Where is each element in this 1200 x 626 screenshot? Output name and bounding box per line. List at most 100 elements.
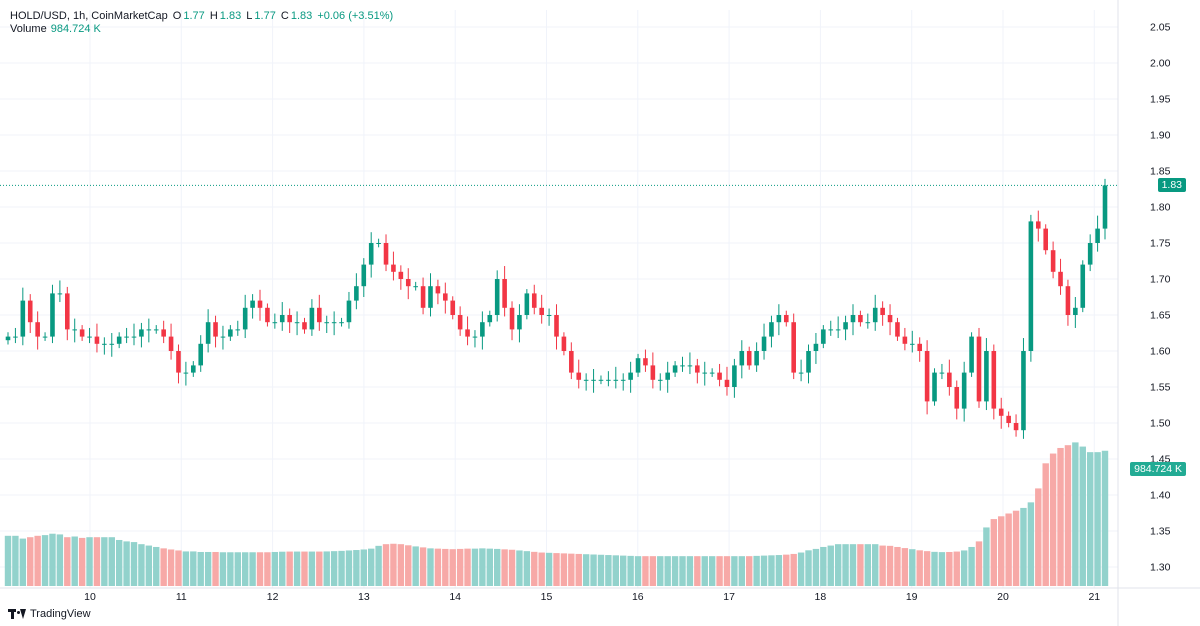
volume-bar xyxy=(449,549,456,586)
candle-body xyxy=(909,343,915,345)
volume-bar xyxy=(271,551,279,586)
candle-body xyxy=(717,372,722,380)
volume-bar xyxy=(123,541,130,586)
y-tick-label: 1.30 xyxy=(1150,562,1171,574)
volume-bar xyxy=(227,552,234,586)
close-value: 1.83 xyxy=(290,10,313,22)
x-tick-label: 14 xyxy=(449,591,461,603)
volume-bar xyxy=(419,547,427,586)
candle-body xyxy=(242,307,248,330)
volume-bar xyxy=(182,551,190,586)
volume-legend: Volume 984.724 K xyxy=(10,22,101,36)
candle-body xyxy=(739,351,745,366)
x-tick-label: 19 xyxy=(906,591,918,603)
volume-bar xyxy=(375,545,382,586)
volume-bar xyxy=(1094,452,1101,586)
volume-bar xyxy=(249,552,256,586)
candle-body xyxy=(769,322,774,337)
candle-body xyxy=(413,286,418,288)
candle-body xyxy=(465,329,470,337)
volume-bar xyxy=(167,549,175,586)
candle-body xyxy=(50,293,55,337)
candle-body xyxy=(302,322,307,330)
candle-body xyxy=(228,329,233,337)
volume-bar xyxy=(27,537,34,586)
candle-body xyxy=(339,322,344,324)
volume-bar xyxy=(998,516,1005,586)
volume-bar xyxy=(308,551,316,586)
time-axis: 10 11 12 13 14 15 16 17 18 19 20 21 xyxy=(84,591,1100,603)
candle-body xyxy=(850,315,856,323)
y-tick-label: 1.35 xyxy=(1150,526,1171,538)
candle-body xyxy=(368,243,374,265)
volume-bar xyxy=(738,556,746,586)
candle-body xyxy=(124,336,129,338)
candle-body xyxy=(984,351,989,402)
candle-body xyxy=(591,379,596,381)
volume-bar xyxy=(78,537,86,586)
volume-bar xyxy=(923,551,931,586)
candle-body xyxy=(843,322,848,330)
candle-body xyxy=(131,336,137,338)
candle-body xyxy=(858,315,863,323)
y-tick-label: 1.65 xyxy=(1150,310,1171,322)
volume-bar xyxy=(746,556,753,586)
x-tick-label: 11 xyxy=(176,591,187,603)
volume-bar xyxy=(886,545,894,586)
volume-bar xyxy=(946,551,953,586)
candle-body xyxy=(257,300,263,308)
candle-body xyxy=(457,315,463,330)
volume-bar xyxy=(330,551,338,586)
candle-body xyxy=(687,365,693,367)
candle-body xyxy=(42,336,48,338)
candle-body xyxy=(472,336,478,338)
volume-bar xyxy=(486,548,493,586)
candle-body xyxy=(598,379,604,381)
volume-bar xyxy=(390,543,397,586)
candle-body xyxy=(887,315,893,323)
candle-body xyxy=(420,286,426,308)
volume-bar xyxy=(938,552,946,586)
candle-body xyxy=(1058,271,1063,287)
candle-body xyxy=(539,307,544,315)
candle-body xyxy=(480,322,485,337)
candle-body xyxy=(976,336,982,402)
volume-bar xyxy=(1005,513,1012,586)
candle-body xyxy=(5,336,11,341)
candle-body xyxy=(783,315,789,323)
volume-bar xyxy=(842,544,849,586)
volume-bar xyxy=(686,556,694,586)
candle-body xyxy=(776,315,782,323)
volume-bar xyxy=(760,555,768,586)
volume-bar xyxy=(723,556,731,586)
volume-bar xyxy=(56,534,64,586)
candle-body xyxy=(250,300,255,308)
candle-body xyxy=(746,351,752,366)
tradingview-watermark[interactable]: TradingView xyxy=(8,608,91,620)
close-label: C xyxy=(280,10,289,22)
volume-bar xyxy=(716,556,723,586)
candle-body xyxy=(20,300,26,337)
volume-bar xyxy=(1057,447,1064,586)
volume-bar xyxy=(138,544,145,586)
candle-body xyxy=(798,372,804,374)
candle-body xyxy=(309,307,315,330)
volume-bar xyxy=(190,551,197,586)
volume-bar xyxy=(1079,446,1086,586)
volume-bar xyxy=(49,533,56,586)
candle-body xyxy=(502,279,507,308)
volume-bar xyxy=(516,550,523,586)
candle-body xyxy=(279,315,285,323)
volume-bar xyxy=(405,545,412,586)
candle-body xyxy=(79,329,85,337)
volume-bar xyxy=(256,552,264,586)
volume-bar xyxy=(582,554,590,586)
volume-bar xyxy=(531,551,538,586)
volume-bar xyxy=(108,537,115,586)
volume-bar xyxy=(701,556,708,586)
tradingview-logo-icon xyxy=(8,609,26,619)
volume-bar xyxy=(627,555,634,586)
candle-body xyxy=(324,322,330,324)
